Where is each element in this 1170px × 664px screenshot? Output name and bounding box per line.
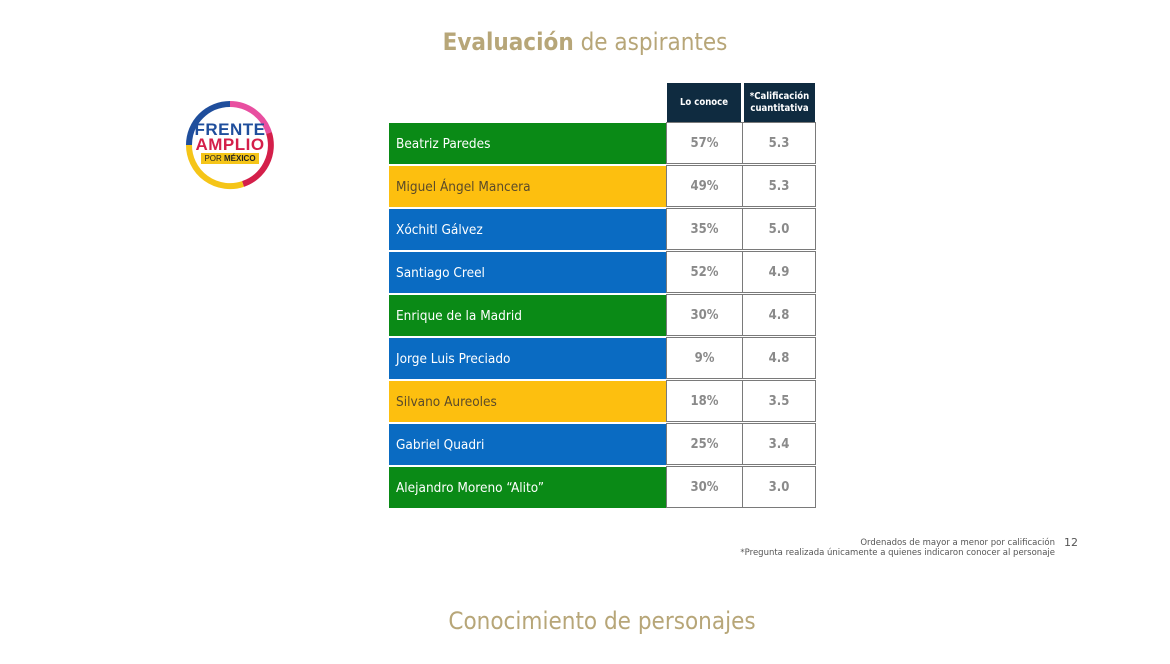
candidate-name: Gabriel Quadri [389,424,666,465]
logo-amplio: AMPLIO [195,135,265,154]
candidate-name: Beatriz Paredes [389,123,666,164]
page-title: Evaluación de aspirantes [0,28,1170,56]
next-section-title: Conocimiento de personajes [448,607,756,635]
table-row: Enrique de la Madrid 30% 4.8 [389,294,816,336]
candidate-name: Xóchitl Gálvez [389,209,666,250]
lo-conoce-value: 52% [666,251,743,293]
table-row: Gabriel Quadri 25% 3.4 [389,423,816,465]
table-row: Beatriz Paredes 57% 5.3 [389,122,816,164]
calificacion-value: 4.9 [742,251,816,293]
footnote-order: Ordenados de mayor a menor por calificac… [860,538,1055,548]
candidate-name: Jorge Luis Preciado [389,338,666,379]
calificacion-value: 3.5 [742,380,816,422]
lo-conoce-value: 49% [666,165,743,207]
column-header-lo-conoce: Lo conoce [667,83,741,122]
calificacion-value: 4.8 [742,337,816,379]
calificacion-value: 3.0 [742,466,816,508]
page-title-rest: de aspirantes [573,28,728,56]
table-row: Alejandro Moreno “Alito” 30% 3.0 [389,466,816,508]
footnotes: Ordenados de mayor a menor por calificac… [740,538,1055,558]
calificacion-value: 4.8 [742,294,816,336]
candidate-name: Silvano Aureoles [389,381,666,422]
lo-conoce-value: 57% [666,122,743,164]
logo-por: POR [204,154,224,163]
calificacion-value: 5.3 [742,165,816,207]
column-header-calificacion: *Calificación cuantitativa [744,83,815,122]
logo-frente: FRENTE [194,120,266,139]
page-title-bold: Evaluación [442,28,574,56]
table-row: Miguel Ángel Mancera 49% 5.3 [389,165,816,207]
lo-conoce-value: 25% [666,423,743,465]
table-row: Silvano Aureoles 18% 3.5 [389,380,816,422]
lo-conoce-value: 35% [666,208,743,250]
frente-amplio-logo: FRENTE AMPLIO POR MÉXICO [181,96,279,194]
page-number: 12 [1064,536,1078,549]
footnote-question: *Pregunta realizada únicamente a quienes… [740,548,1055,558]
candidate-name: Miguel Ángel Mancera [389,166,666,207]
logo-ring-icon [185,100,275,190]
table-row: Jorge Luis Preciado 9% 4.8 [389,337,816,379]
candidate-name: Alejandro Moreno “Alito” [389,467,666,508]
table-row: Xóchitl Gálvez 35% 5.0 [389,208,816,250]
table-row: Santiago Creel 52% 4.9 [389,251,816,293]
lo-conoce-value: 9% [666,337,743,379]
candidate-name: Enrique de la Madrid [389,295,666,336]
calificacion-value: 5.3 [742,122,816,164]
lo-conoce-value: 30% [666,466,743,508]
calificacion-value: 3.4 [742,423,816,465]
logo-por-mexico: POR MÉXICO [201,153,259,164]
lo-conoce-value: 18% [666,380,743,422]
calificacion-value: 5.0 [742,208,816,250]
logo-mexico: MÉXICO [224,154,256,163]
lo-conoce-value: 30% [666,294,743,336]
candidate-name: Santiago Creel [389,252,666,293]
